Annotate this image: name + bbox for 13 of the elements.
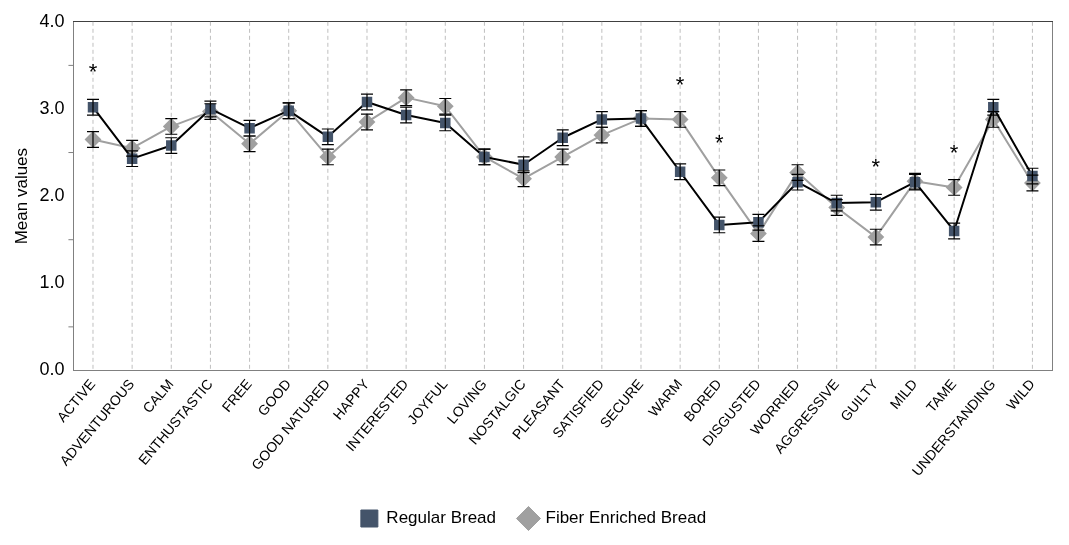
data-label: *: [715, 130, 724, 156]
legend-label: Regular Bread: [386, 508, 496, 528]
data-label: *: [949, 139, 959, 165]
y-tick-label: 3.0: [39, 97, 65, 118]
y-tick-label: 1.0: [39, 272, 65, 293]
y-tick-label: 0.0: [39, 359, 65, 380]
data-label: *: [871, 154, 881, 180]
data-label: *: [675, 71, 685, 97]
y-tick-label: 4.0: [39, 10, 65, 31]
y-axis-title: Mean values: [11, 147, 31, 245]
legend-label: Fiber Enriched Bread: [545, 508, 707, 528]
y-tick-label: 2.0: [39, 185, 65, 206]
data-label: *: [88, 59, 98, 85]
